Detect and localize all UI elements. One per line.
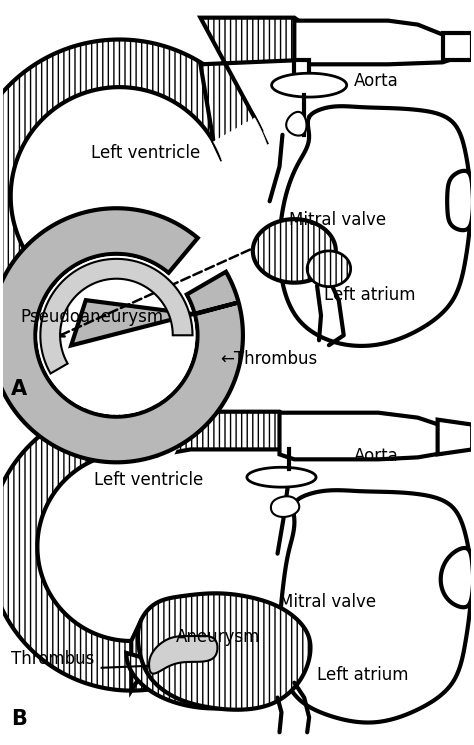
Circle shape <box>37 256 195 415</box>
Polygon shape <box>447 171 473 230</box>
Polygon shape <box>126 653 304 708</box>
Text: Left ventricle: Left ventricle <box>91 144 201 162</box>
Text: Pseudoaneurysm: Pseudoaneurysm <box>20 308 164 326</box>
Text: Left ventricle: Left ventricle <box>94 472 204 489</box>
Text: A: A <box>11 378 27 399</box>
Polygon shape <box>443 33 472 60</box>
Text: Mitral valve: Mitral valve <box>280 593 377 612</box>
Polygon shape <box>214 118 273 177</box>
Polygon shape <box>71 300 238 346</box>
Text: B: B <box>11 709 27 729</box>
Polygon shape <box>147 405 192 461</box>
Polygon shape <box>272 73 346 97</box>
Polygon shape <box>201 18 309 159</box>
Text: Mitral valve: Mitral valve <box>290 212 386 229</box>
Polygon shape <box>0 403 203 691</box>
Text: Thrombus: Thrombus <box>11 650 94 668</box>
Text: Left atrium: Left atrium <box>317 666 409 684</box>
Polygon shape <box>149 635 218 673</box>
Polygon shape <box>144 405 294 456</box>
Polygon shape <box>280 107 471 346</box>
Polygon shape <box>286 112 307 136</box>
Text: ←Thrombus: ←Thrombus <box>220 350 318 368</box>
Polygon shape <box>247 467 316 487</box>
Polygon shape <box>280 413 457 460</box>
Polygon shape <box>294 21 457 64</box>
Text: Aorta: Aorta <box>354 72 398 90</box>
Polygon shape <box>0 209 243 463</box>
Text: Aneurysm: Aneurysm <box>176 628 260 646</box>
Polygon shape <box>271 496 299 517</box>
Polygon shape <box>438 419 472 454</box>
Polygon shape <box>40 259 192 373</box>
Polygon shape <box>138 593 310 710</box>
Text: Left atrium: Left atrium <box>324 285 416 304</box>
Polygon shape <box>131 620 176 691</box>
Polygon shape <box>307 251 351 287</box>
Text: Aorta: Aorta <box>354 448 398 466</box>
Polygon shape <box>0 39 261 352</box>
Polygon shape <box>253 219 336 282</box>
Polygon shape <box>294 60 309 80</box>
Polygon shape <box>441 548 473 607</box>
Polygon shape <box>279 490 471 723</box>
